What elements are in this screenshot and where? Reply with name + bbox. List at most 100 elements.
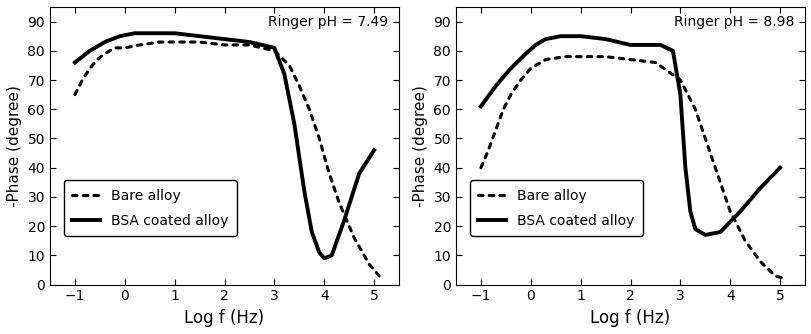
BSA coated alloy [339,218,349,222]
BSA coated alloy [491,84,500,88]
BSA coated alloy [680,166,689,170]
BSA coated alloy [195,34,204,38]
BSA coated alloy [307,230,316,234]
Bare alloy [475,166,485,170]
Text: Ringer pH = 8.98: Ringer pH = 8.98 [673,15,794,29]
Bare alloy [364,262,374,266]
Bare alloy [575,55,585,59]
BSA coated alloy [675,93,684,97]
BSA coated alloy [327,254,337,258]
BSA coated alloy [269,46,279,50]
Bare alloy [314,137,324,141]
BSA coated alloy [244,40,254,44]
Bare alloy [244,43,254,47]
BSA coated alloy [85,49,95,53]
BSA coated alloy [640,43,650,47]
Y-axis label: -Phase (degree): -Phase (degree) [7,85,22,207]
BSA coated alloy [689,227,699,231]
Bare alloy [100,52,109,56]
Bare alloy [740,239,749,243]
BSA coated alloy [521,52,530,56]
Bare alloy [526,66,535,70]
X-axis label: Log f (Hz): Log f (Hz) [590,309,670,327]
Line: BSA coated alloy: BSA coated alloy [75,33,374,258]
BSA coated alloy [144,31,154,35]
Bare alloy [85,66,95,70]
Bare alloy [349,236,358,240]
Legend: Bare alloy, BSA coated alloy: Bare alloy, BSA coated alloy [470,180,642,236]
BSA coated alloy [700,233,710,237]
Bare alloy [540,57,550,61]
Bare alloy [505,93,515,97]
Bare alloy [779,277,789,281]
BSA coated alloy [299,189,309,193]
BSA coated alloy [100,40,109,44]
BSA coated alloy [556,34,565,38]
Text: Ringer pH = 7.49: Ringer pH = 7.49 [268,15,388,29]
BSA coated alloy [735,209,744,213]
Bare alloy [294,84,304,88]
Bare alloy [92,57,102,61]
Bare alloy [77,78,87,82]
Bare alloy [689,107,699,111]
Bare alloy [491,128,500,132]
BSA coated alloy [369,148,379,152]
BSA coated alloy [115,34,125,38]
Bare alloy [498,107,508,111]
Bare alloy [220,43,230,47]
Bare alloy [334,201,344,205]
Line: Bare alloy: Bare alloy [75,42,379,276]
BSA coated alloy [220,37,230,41]
Bare alloy [269,49,279,53]
Bare alloy [600,55,610,59]
Bare alloy [169,40,179,44]
Bare alloy [304,107,314,111]
Bare alloy [770,274,779,278]
BSA coated alloy [70,60,79,64]
BSA coated alloy [279,72,289,76]
BSA coated alloy [714,230,724,234]
Line: Bare alloy: Bare alloy [480,57,784,279]
BSA coated alloy [600,37,610,41]
BSA coated alloy [754,186,764,190]
BSA coated alloy [354,172,363,176]
Bare alloy [374,274,384,278]
Bare alloy [515,78,525,82]
Bare alloy [109,46,119,50]
BSA coated alloy [575,34,585,38]
Bare alloy [284,63,294,67]
BSA coated alloy [130,31,139,35]
Bare alloy [700,137,710,141]
BSA coated alloy [540,37,550,41]
BSA coated alloy [775,166,784,170]
Bare alloy [155,40,165,44]
Bare alloy [560,55,570,59]
BSA coated alloy [625,43,635,47]
BSA coated alloy [319,256,328,260]
Bare alloy [120,46,130,50]
BSA coated alloy [289,122,298,126]
Bare alloy [724,209,734,213]
BSA coated alloy [654,43,664,47]
Bare alloy [625,57,635,61]
Bare alloy [70,93,79,97]
Bare alloy [324,172,333,176]
Bare alloy [754,259,764,263]
BSA coated alloy [684,209,694,213]
BSA coated alloy [169,31,179,35]
Bare alloy [675,78,684,82]
BSA coated alloy [314,250,324,255]
Bare alloy [710,166,719,170]
BSA coated alloy [505,66,515,70]
Bare alloy [135,43,144,47]
BSA coated alloy [667,49,677,53]
BSA coated alloy [530,43,540,47]
X-axis label: Log f (Hz): Log f (Hz) [184,309,264,327]
Bare alloy [650,60,659,64]
Bare alloy [195,40,204,44]
Bare alloy [483,148,492,152]
Legend: Bare alloy, BSA coated alloy: Bare alloy, BSA coated alloy [64,180,237,236]
Line: BSA coated alloy: BSA coated alloy [480,36,779,235]
Y-axis label: -Phase (degree): -Phase (degree) [413,85,427,207]
BSA coated alloy [475,104,485,108]
